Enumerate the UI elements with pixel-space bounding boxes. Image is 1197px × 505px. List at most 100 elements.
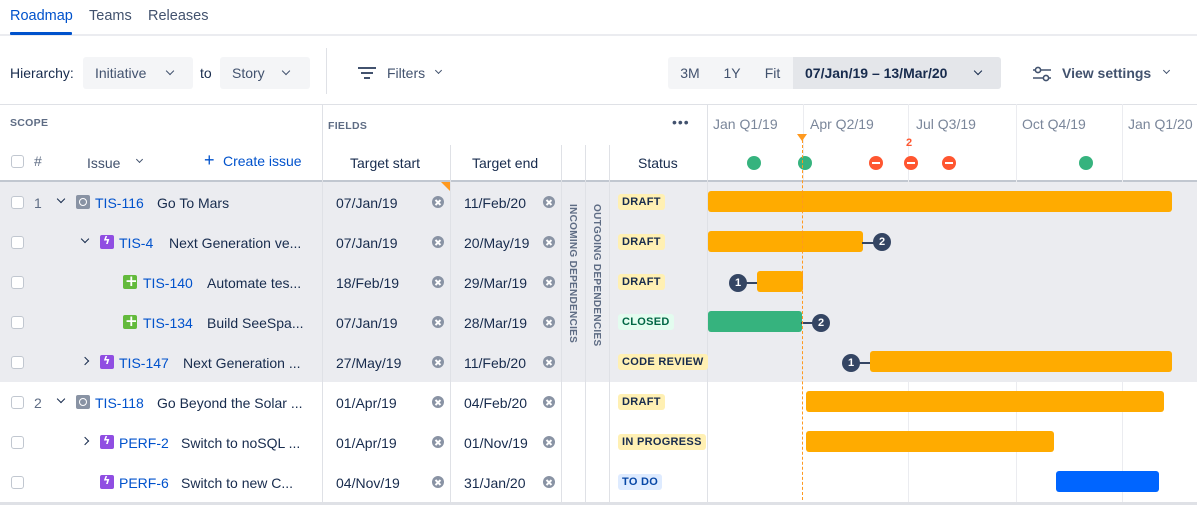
hierarchy-from-select[interactable]: Initiative: [83, 57, 193, 89]
range-3m-button[interactable]: 3M: [668, 57, 712, 89]
dependency-badge[interactable]: 2: [812, 314, 830, 332]
status-lozenge[interactable]: DRAFT: [618, 394, 665, 410]
schedule-bar[interactable]: [870, 351, 1172, 372]
clear-icon[interactable]: [432, 396, 444, 408]
release-marker-red[interactable]: [869, 156, 883, 170]
target-start-value[interactable]: 07/Jan/19: [336, 315, 398, 331]
row-checkbox[interactable]: [11, 436, 24, 449]
schedule-bar[interactable]: [1056, 471, 1159, 492]
row-bg: [0, 182, 707, 222]
target-start-value[interactable]: 07/Jan/19: [336, 195, 398, 211]
target-end-value[interactable]: 28/Mar/19: [464, 315, 528, 331]
status-lozenge[interactable]: CLOSED: [618, 314, 674, 330]
status-lozenge[interactable]: CODE REVIEW: [618, 354, 708, 370]
clear-icon[interactable]: [543, 396, 555, 408]
target-end-value[interactable]: 11/Feb/20: [464, 195, 527, 211]
issue-summary[interactable]: Switch to noSQL ...: [181, 435, 301, 451]
release-marker-green[interactable]: [798, 156, 812, 170]
row-checkbox[interactable]: [11, 236, 24, 249]
target-end-value[interactable]: 20/May/19: [464, 235, 530, 251]
clear-icon[interactable]: [432, 356, 444, 368]
date-range-select[interactable]: 07/Jan/19 – 13/Mar/20: [793, 57, 1001, 89]
clear-icon[interactable]: [543, 316, 555, 328]
issue-summary[interactable]: Go To Mars: [157, 195, 230, 211]
target-start-value[interactable]: 18/Feb/19: [336, 275, 400, 291]
target-end-value[interactable]: 04/Feb/20: [464, 395, 528, 411]
target-end-value[interactable]: 11/Feb/20: [464, 355, 527, 371]
row-checkbox[interactable]: [11, 316, 24, 329]
issue-summary[interactable]: Build SeeSpa...: [207, 315, 304, 331]
issue-summary[interactable]: Go Beyond the Solar ...: [157, 395, 303, 411]
range-fit-button[interactable]: Fit: [752, 57, 793, 89]
issue-key[interactable]: TIS-118: [95, 395, 144, 411]
clear-icon[interactable]: [543, 436, 555, 448]
issue-key[interactable]: PERF-2: [119, 435, 169, 451]
status-lozenge[interactable]: DRAFT: [618, 234, 665, 250]
clear-icon[interactable]: [432, 196, 444, 208]
collapse-chevron-icon[interactable]: [56, 394, 66, 404]
clear-icon[interactable]: [543, 236, 555, 248]
release-marker-green[interactable]: [1079, 156, 1093, 170]
target-end-value[interactable]: 01/Nov/19: [464, 435, 528, 451]
target-start-value[interactable]: 07/Jan/19: [336, 235, 398, 251]
clear-icon[interactable]: [432, 236, 444, 248]
issue-key[interactable]: PERF-6: [119, 475, 169, 491]
target-start-value[interactable]: 27/May/19: [336, 355, 402, 371]
schedule-bar[interactable]: [806, 431, 1054, 452]
issue-column-header[interactable]: Issue: [87, 155, 121, 171]
issue-key[interactable]: TIS-147: [119, 355, 169, 371]
issue-summary[interactable]: Automate tes...: [207, 275, 302, 291]
release-marker-red[interactable]: [942, 156, 956, 170]
clear-icon[interactable]: [432, 436, 444, 448]
issue-summary[interactable]: Next Generation ...: [183, 355, 301, 371]
row-checkbox[interactable]: [11, 276, 24, 289]
issue-key[interactable]: TIS-116: [95, 195, 144, 211]
issue-key[interactable]: TIS-134: [143, 315, 193, 331]
select-all-checkbox[interactable]: [11, 155, 24, 168]
schedule-bar[interactable]: [806, 391, 1164, 412]
issue-summary[interactable]: Next Generation ve...: [169, 235, 302, 251]
more-options-icon[interactable]: •••: [672, 114, 690, 130]
tab-roadmap[interactable]: Roadmap: [10, 8, 73, 24]
target-end-value[interactable]: 29/Mar/19: [464, 275, 528, 291]
range-1y-button[interactable]: 1Y: [712, 57, 752, 89]
expand-chevron-icon[interactable]: [80, 436, 90, 446]
clear-icon[interactable]: [543, 356, 555, 368]
clear-icon[interactable]: [543, 476, 555, 488]
row-checkbox[interactable]: [11, 476, 24, 489]
status-lozenge[interactable]: DRAFT: [618, 274, 665, 290]
dependency-badge[interactable]: 1: [842, 354, 860, 372]
horizontal-scrollbar[interactable]: [0, 502, 1197, 505]
schedule-bar[interactable]: [708, 311, 802, 332]
target-end-value[interactable]: 31/Jan/20: [464, 475, 526, 491]
filters-button[interactable]: Filters: [358, 65, 448, 83]
release-marker-green[interactable]: [747, 156, 761, 170]
schedule-bar[interactable]: [708, 191, 1172, 212]
clear-icon[interactable]: [432, 476, 444, 488]
schedule-bar[interactable]: [708, 231, 863, 252]
issue-key[interactable]: TIS-140: [143, 275, 193, 291]
clear-icon[interactable]: [432, 316, 444, 328]
status-lozenge[interactable]: IN PROGRESS: [618, 434, 706, 450]
status-lozenge[interactable]: TO DO: [618, 474, 663, 490]
tab-releases[interactable]: Releases: [148, 8, 209, 24]
issue-key[interactable]: TIS-4: [119, 235, 154, 251]
clear-icon[interactable]: [432, 276, 444, 288]
schedule-bar[interactable]: [757, 271, 803, 292]
issue-summary[interactable]: Switch to new C...: [181, 475, 294, 491]
status-lozenge[interactable]: DRAFT: [618, 194, 665, 210]
view-settings-button[interactable]: View settings: [1032, 64, 1178, 84]
target-start-value[interactable]: 01/Apr/19: [336, 435, 397, 451]
clear-icon[interactable]: [543, 196, 555, 208]
row-checkbox[interactable]: [11, 356, 24, 369]
tab-teams[interactable]: Teams: [89, 8, 132, 24]
clear-icon[interactable]: [543, 276, 555, 288]
row-checkbox[interactable]: [11, 396, 24, 409]
hierarchy-to-select[interactable]: Story: [220, 57, 310, 89]
dependency-badge[interactable]: 2: [873, 233, 891, 251]
target-start-value[interactable]: 04/Nov/19: [336, 475, 400, 491]
release-marker-red[interactable]: [904, 156, 918, 170]
target-start-value[interactable]: 01/Apr/19: [336, 395, 397, 411]
dependency-badge[interactable]: 1: [729, 274, 747, 292]
row-checkbox[interactable]: [11, 196, 24, 209]
